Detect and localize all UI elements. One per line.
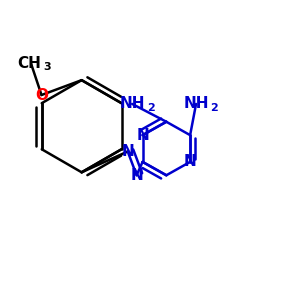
Text: O: O <box>35 88 48 103</box>
Text: N: N <box>136 128 149 142</box>
Text: N: N <box>184 154 196 169</box>
Text: 3: 3 <box>44 62 51 72</box>
Text: 2: 2 <box>211 103 218 113</box>
Text: 2: 2 <box>147 103 154 113</box>
Text: N: N <box>130 168 143 183</box>
Text: N: N <box>121 144 134 159</box>
Text: NH: NH <box>183 96 209 111</box>
Text: CH: CH <box>18 56 42 71</box>
Text: NH: NH <box>119 96 145 111</box>
